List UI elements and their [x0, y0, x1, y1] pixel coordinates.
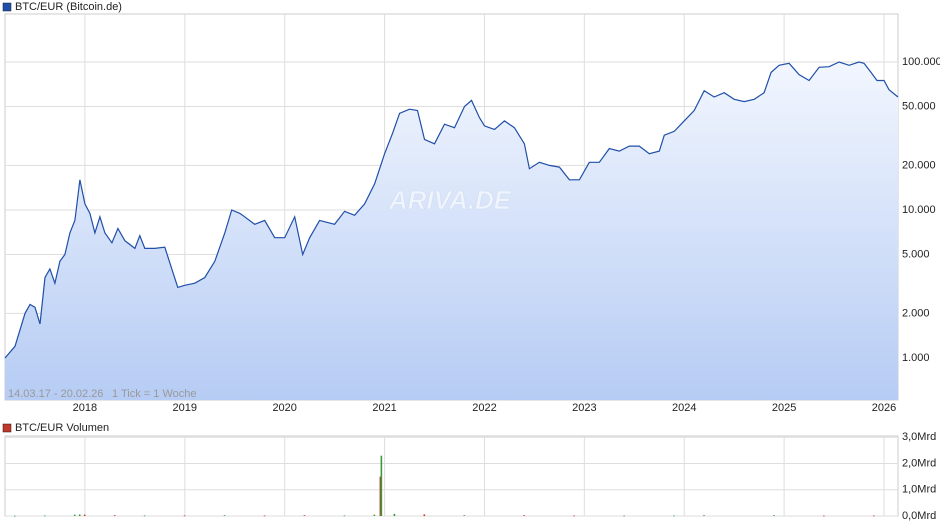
x-tick-label: 2021: [372, 402, 396, 414]
volume-bar: [393, 513, 396, 516]
volume-bar: [78, 514, 81, 516]
y-tick-label: 1.000: [902, 352, 930, 364]
volume-bar: [379, 476, 382, 516]
volume-bar: [73, 514, 76, 516]
legend-swatch: [2, 423, 12, 433]
volume-bar: [263, 515, 266, 517]
volume-bar: [113, 515, 116, 517]
volume-bar: [373, 514, 376, 516]
volume-bar: [773, 515, 775, 517]
volume-bar: [523, 515, 526, 517]
volume-bar: [380, 455, 383, 516]
x-tick-label: 2023: [572, 402, 596, 414]
y-tick-label: 100.000: [902, 56, 940, 68]
volume-bar: [83, 514, 86, 516]
volume-bar: [873, 515, 875, 517]
y-tick-label: 2,0Mrd: [902, 457, 936, 469]
volume-bar: [423, 514, 426, 516]
volume-bar: [823, 515, 825, 517]
x-tick-label: 2022: [472, 402, 496, 414]
volume-bar: [463, 515, 466, 517]
price-panel: 2018 2019 2020 2021 2022 2023 2024 2025 2026 1.00…: [4, 13, 940, 414]
x-tick-label: 2026: [872, 402, 896, 414]
x-tick-label: 2020: [272, 402, 296, 414]
y-tick-label: 10.000: [902, 204, 936, 216]
volume-bar: [13, 515, 16, 517]
volume-bar: [143, 515, 146, 517]
legend-label: BTC/EUR (Bitcoin.de): [15, 1, 122, 13]
volume-panel: 0,0Mrd 1,0Mrd 2,0Mrd 3,0Mrd: [4, 431, 936, 522]
volume-bar: [673, 515, 675, 517]
price-area: [5, 62, 898, 400]
tick-label: 1 Tick = 1 Woche: [112, 388, 196, 400]
x-tick-label: 2025: [772, 402, 796, 414]
watermark: ARIVA.DE: [388, 185, 512, 215]
legend-swatch: [2, 2, 12, 12]
y-tick-label: 5.000: [902, 248, 930, 260]
volume-bar: [43, 515, 46, 517]
x-tick-label: 2018: [73, 402, 97, 414]
legend-label: BTC/EUR Volumen: [15, 422, 109, 434]
volume-bar: [303, 515, 306, 517]
volume-bar: [573, 515, 575, 517]
volume-bar: [623, 515, 625, 517]
volume-bar: [183, 515, 186, 517]
volume-bar: [343, 515, 346, 517]
volume-bar: [703, 515, 705, 517]
y-tick-label: 2.000: [902, 307, 930, 319]
price-line: [4, 61, 899, 359]
y-tick-label: 3,0Mrd: [902, 431, 936, 443]
y-tick-label: 20.000: [902, 159, 936, 171]
y-tick-label: 1,0Mrd: [902, 484, 936, 496]
x-tick-label: 2024: [672, 402, 696, 414]
x-tick-label: 2019: [173, 402, 197, 414]
range-label: 14.03.17 - 20.02.26: [8, 388, 103, 400]
volume-bar: [223, 515, 226, 517]
plot-area: [4, 435, 899, 517]
y-tick-label: 50.000: [902, 100, 936, 112]
y-tick-label: 0,0Mrd: [902, 510, 936, 522]
